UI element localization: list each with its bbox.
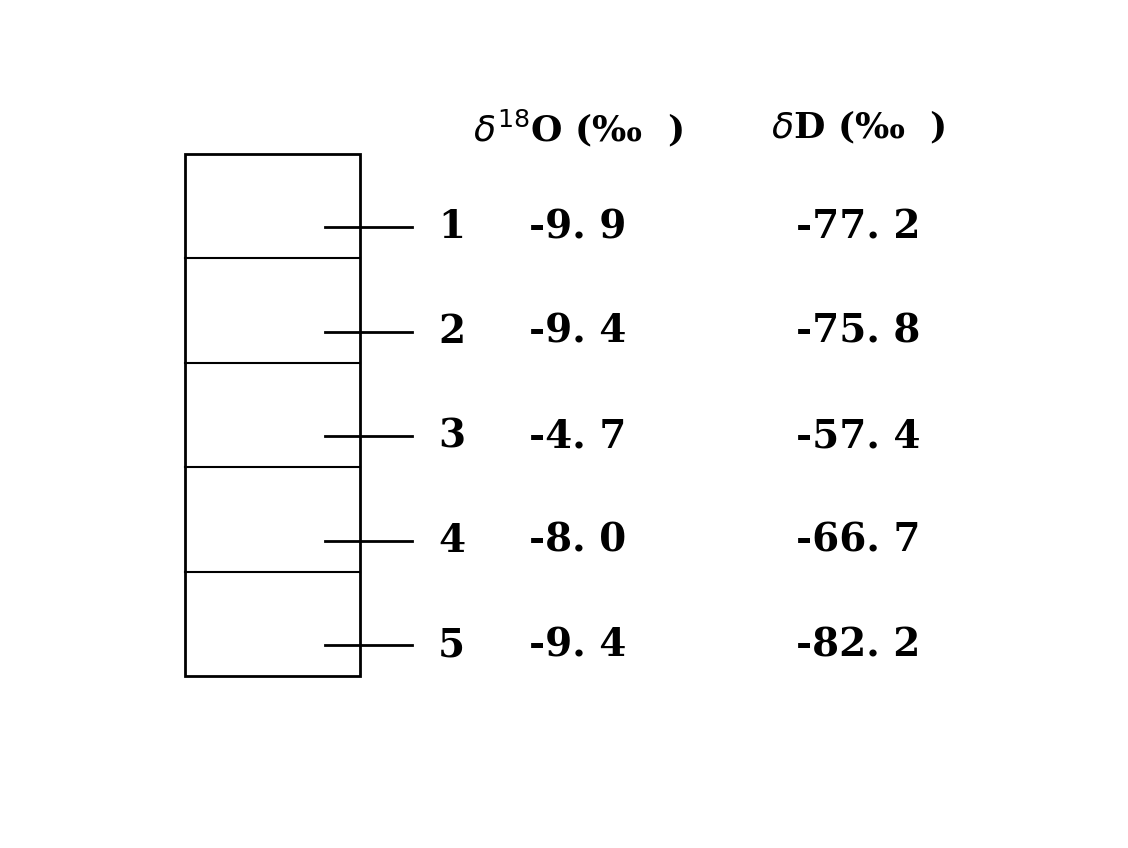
Text: -9. 9: -9. 9 xyxy=(529,208,627,246)
Text: -77. 2: -77. 2 xyxy=(795,208,920,246)
Text: 5: 5 xyxy=(438,626,466,664)
Text: 2: 2 xyxy=(438,313,466,350)
Text: $\delta^{18}$O (‰  ): $\delta^{18}$O (‰ ) xyxy=(473,107,684,148)
Text: 3: 3 xyxy=(438,417,466,455)
Text: -9. 4: -9. 4 xyxy=(529,626,627,664)
Text: -66. 7: -66. 7 xyxy=(795,522,920,560)
Text: 4: 4 xyxy=(438,522,466,560)
Bar xyxy=(185,154,360,677)
Text: -57. 4: -57. 4 xyxy=(795,417,920,455)
Text: -8. 0: -8. 0 xyxy=(529,522,627,560)
Text: -4. 7: -4. 7 xyxy=(529,417,627,455)
Text: $\delta$D (‰  ): $\delta$D (‰ ) xyxy=(770,109,945,147)
Text: -82. 2: -82. 2 xyxy=(795,626,920,664)
Text: -9. 4: -9. 4 xyxy=(529,313,627,350)
Text: -75. 8: -75. 8 xyxy=(795,313,920,350)
Text: 1: 1 xyxy=(438,208,465,246)
